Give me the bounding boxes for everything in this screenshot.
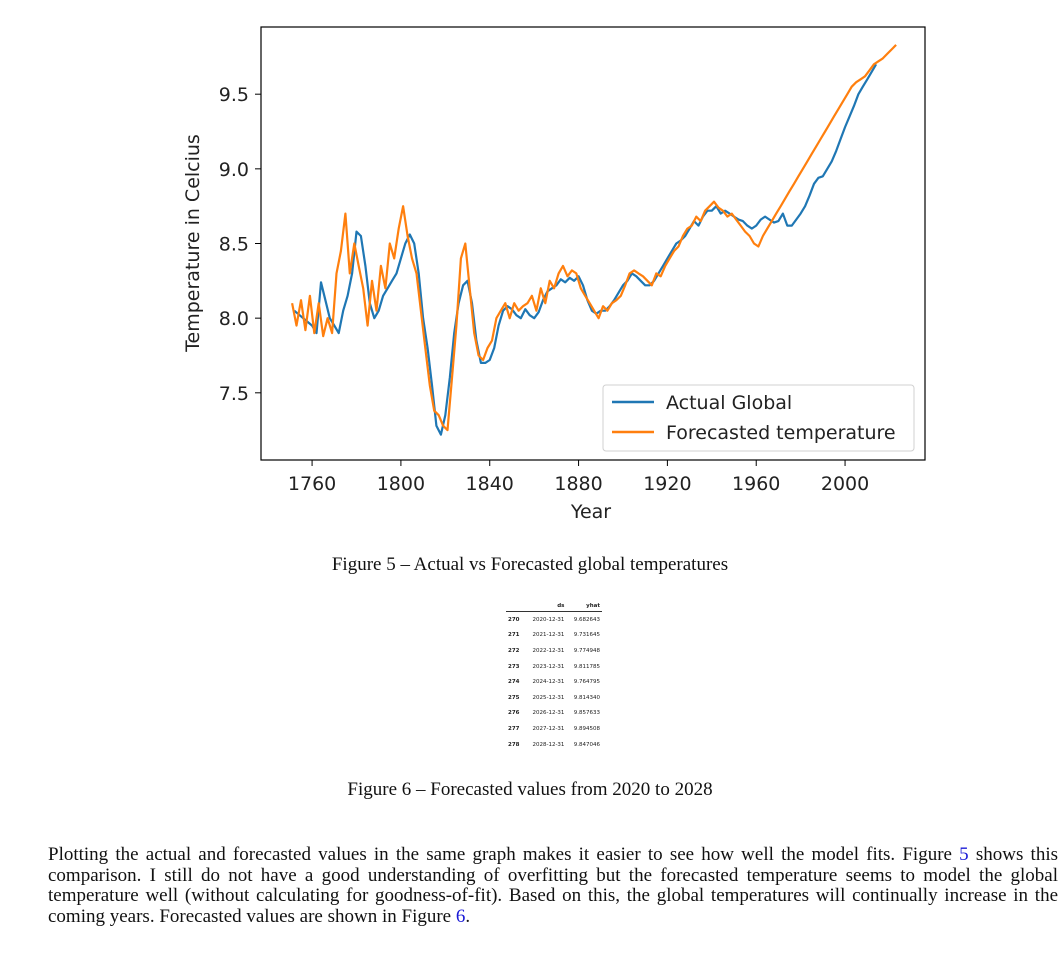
table-cell-ds: 2028-12-31 — [532, 741, 565, 748]
body-text-part: . — [465, 905, 471, 927]
table-cell-index: 277 — [508, 725, 520, 732]
table-cell-yhat: 9.774948 — [573, 647, 600, 654]
table-cell-index: 273 — [508, 663, 520, 670]
table-row: 270 2020-12-31 9.682643 — [506, 612, 602, 628]
table-cell-yhat: 9.894508 — [573, 725, 600, 732]
table-header-yhat: yhat — [566, 600, 602, 612]
table-cell-index: 274 — [508, 679, 520, 686]
table-cell-ds: 2022-12-31 — [532, 647, 565, 654]
x-tick-label: 1800 — [377, 473, 425, 495]
table-row: 273 2023-12-31 9.811785 — [506, 659, 602, 675]
y-axis-label: Temperature in Celcius — [182, 134, 204, 353]
table-cell-index: 276 — [508, 710, 520, 717]
table-row: 278 2028-12-31 9.847046 — [506, 737, 602, 753]
table-row: 275 2025-12-31 9.814340 — [506, 690, 602, 706]
table-header-row: ds yhat — [506, 600, 602, 612]
y-tick-label: 9.0 — [219, 159, 249, 181]
table-cell-index: 270 — [508, 616, 520, 623]
table-cell-ds: 2025-12-31 — [532, 694, 565, 701]
figure-5-chart: 1760 1800 1840 1880 1920 1960 2000 7.5 8.0 8.5 9.… — [182, 26, 926, 523]
y-tick-label: 7.5 — [219, 383, 249, 405]
figure-5-caption: Figure 5 – Actual vs Forecasted global t… — [331, 554, 729, 575]
legend-label-actual: Actual Global — [666, 392, 792, 414]
table-cell-yhat: 9.682643 — [573, 616, 600, 623]
series-line-actual-global — [293, 63, 878, 436]
table-cell-yhat: 9.857633 — [573, 710, 600, 717]
x-tick-label: 2000 — [821, 473, 869, 495]
table-cell-yhat: 9.847046 — [573, 741, 600, 748]
y-tick-label: 9.5 — [219, 84, 249, 106]
table-cell-index: 271 — [508, 632, 520, 639]
table-row: 271 2021-12-31 9.731645 — [506, 628, 602, 644]
table-cell-ds: 2026-12-31 — [532, 710, 565, 717]
table-cell-index: 278 — [508, 741, 520, 748]
table-header-index — [506, 600, 525, 612]
table-cell-yhat: 9.764795 — [573, 679, 600, 686]
figure-6-caption: Figure 6 – Forecasted values from 2020 t… — [347, 779, 713, 800]
forecast-table: ds yhat 270 2020-12-31 9.682643 271 2021-12… — [506, 600, 602, 752]
table-row: 276 2026-12-31 9.857633 — [506, 706, 602, 722]
table-cell-ds: 2021-12-31 — [532, 632, 565, 639]
x-tick-label: 1920 — [643, 473, 691, 495]
table-cell-yhat: 9.814340 — [573, 694, 600, 701]
x-axis-label: Year — [570, 501, 611, 523]
table-cell-ds: 2027-12-31 — [532, 725, 565, 732]
series-line-forecasted-temperature — [291, 44, 897, 432]
legend-label-forecast: Forecasted temperature — [666, 422, 896, 444]
table-cell-yhat: 9.811785 — [573, 663, 600, 670]
table-cell-yhat: 9.731645 — [573, 632, 600, 639]
table-row: 274 2024-12-31 9.764795 — [506, 674, 602, 690]
x-tick-label: 1760 — [288, 473, 336, 495]
table-row: 277 2027-12-31 9.894508 — [506, 721, 602, 737]
y-tick-label: 8.5 — [219, 234, 249, 256]
table-cell-ds: 2023-12-31 — [532, 663, 565, 670]
figure-6-reference-link[interactable]: 6 — [455, 905, 466, 927]
x-tick-label: 1880 — [554, 473, 602, 495]
table-header-ds: ds — [524, 600, 567, 612]
table-row: 272 2022-12-31 9.774948 — [506, 643, 602, 659]
body-text-part: Plotting the actual and forecasted value… — [48, 844, 960, 865]
table-cell-ds: 2024-12-31 — [532, 679, 565, 686]
y-tick-label: 8.0 — [219, 308, 249, 330]
figure-5-reference-link[interactable]: 5 — [959, 844, 969, 865]
x-tick-label: 1960 — [732, 473, 780, 495]
table-cell-index: 272 — [508, 647, 520, 654]
x-tick-label: 1840 — [466, 473, 514, 495]
table-cell-index: 275 — [508, 694, 520, 701]
body-paragraph: Plotting the actual and forecasted value… — [48, 844, 1059, 927]
table-cell-ds: 2020-12-31 — [532, 616, 565, 623]
body-text-part: shows this comparison. I still do not ha… — [48, 844, 1059, 927]
legend: Actual Global Forecasted temperature — [602, 384, 915, 452]
